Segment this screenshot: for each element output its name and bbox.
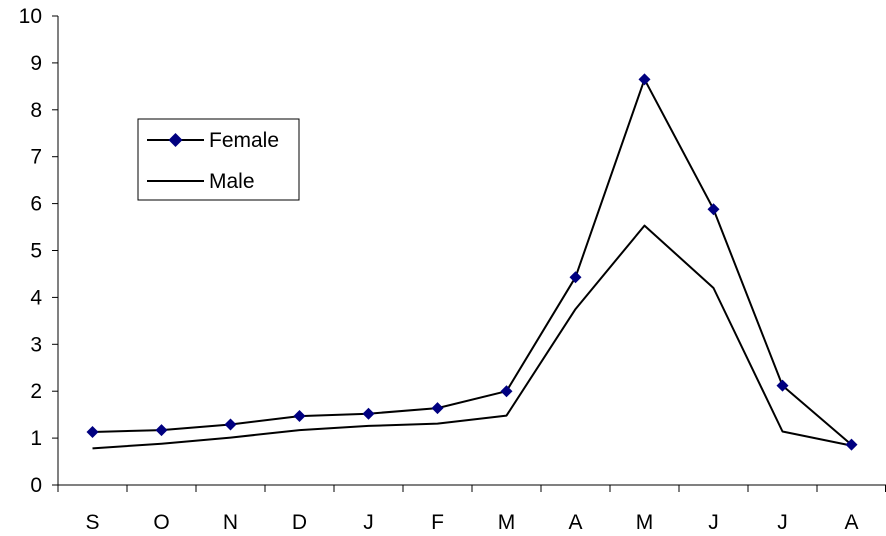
y-tick-label: 9 [30, 52, 42, 75]
x-tick-label: D [292, 511, 307, 534]
y-tick-label: 2 [30, 380, 42, 403]
y-tick-label: 10 [19, 5, 42, 28]
y-tick-label: 4 [30, 286, 42, 309]
x-tick-label: O [153, 511, 169, 534]
x-tick-label: J [708, 511, 719, 534]
data-point-female [845, 438, 858, 451]
data-point-female [155, 424, 168, 437]
data-point-female [707, 203, 720, 216]
legend-male-label: Male [209, 170, 255, 193]
x-tick-label: J [777, 511, 788, 534]
data-point-female [500, 385, 513, 398]
data-point-female [569, 271, 582, 284]
series-line-male [92, 224, 852, 450]
series-layer [86, 73, 858, 451]
data-point-female [293, 410, 306, 423]
data-point-female [362, 407, 375, 420]
y-tick-label: 1 [30, 427, 42, 450]
y-axis: 0 1 2 3 4 5 6 7 8 9 10 [19, 5, 59, 497]
x-tick-label: A [844, 511, 858, 534]
y-tick-label: 7 [30, 146, 42, 169]
x-tick-label: A [568, 511, 582, 534]
data-point-female [776, 379, 789, 392]
y-tick-label: 8 [30, 99, 42, 122]
data-point-female [224, 418, 237, 431]
data-point-female [86, 426, 99, 439]
legend: Female Male [137, 118, 300, 201]
y-tick-label: 6 [30, 193, 42, 216]
y-tick-label: 3 [30, 333, 42, 356]
x-tick-label: J [363, 511, 374, 534]
legend-female-marker [168, 133, 183, 147]
y-tick-label: 5 [30, 240, 42, 263]
y-tick-label: 0 [30, 474, 42, 497]
x-tick-label: F [431, 511, 444, 534]
x-tick-label: S [85, 511, 99, 534]
data-point-female [638, 73, 651, 86]
legend-female-label: Female [209, 129, 279, 152]
series-line-female [92, 78, 853, 446]
x-tick-label: M [498, 511, 516, 534]
x-tick-label: N [223, 511, 238, 534]
legend-box [137, 118, 300, 201]
data-point-female [431, 402, 444, 415]
x-tick-label: M [636, 511, 654, 534]
